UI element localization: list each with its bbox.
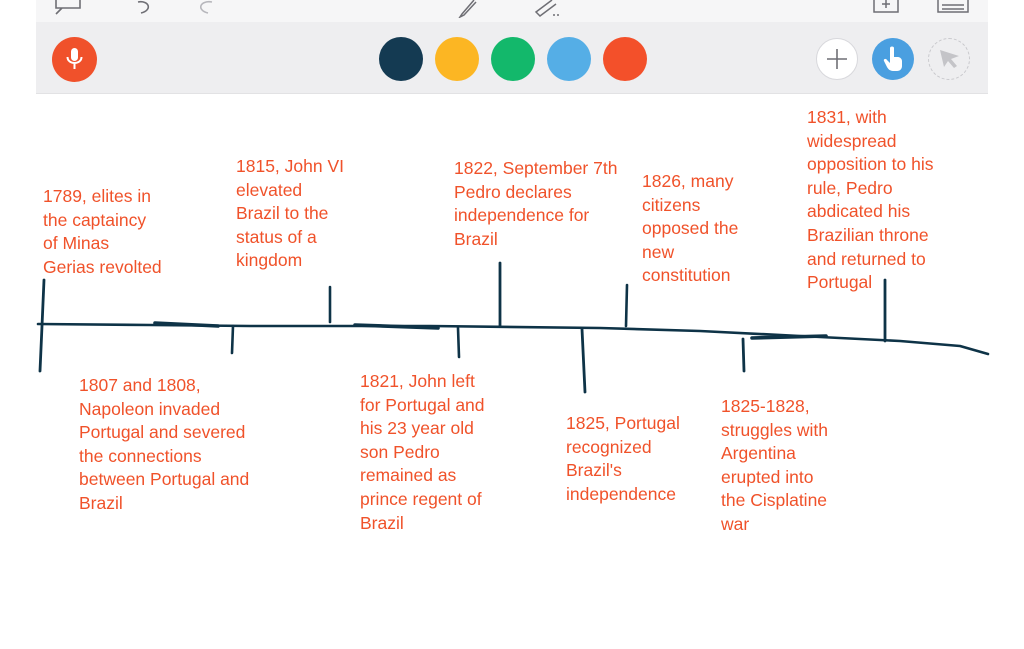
- tick-1826: [624, 283, 629, 328]
- tick-1807: [230, 324, 235, 355]
- back-icon[interactable]: [52, 0, 86, 16]
- add-button[interactable]: [816, 38, 858, 80]
- microphone-button[interactable]: [52, 37, 97, 82]
- tick-1789: [38, 278, 46, 373]
- add-page-icon[interactable]: [868, 0, 902, 16]
- microphone-icon: [66, 48, 83, 69]
- timeline-axis-line: [36, 322, 990, 356]
- redo-icon[interactable]: [192, 0, 218, 16]
- color-swatch-orange[interactable]: [603, 37, 647, 81]
- touch-mode-button[interactable]: [872, 38, 914, 80]
- plus-icon: [827, 49, 847, 69]
- event-1807-1808: 1807 and 1808, Napoleon invaded Portugal…: [79, 375, 250, 513]
- drawing-canvas[interactable]: 1789, elites in the captaincy of Minas G…: [0, 94, 1024, 649]
- laser-pointer-button[interactable]: [928, 38, 970, 80]
- color-swatch-blue[interactable]: [547, 37, 591, 81]
- undo-icon[interactable]: [131, 0, 157, 16]
- laser-pointer-icon: [940, 50, 959, 68]
- drawing-toolbar: [36, 22, 988, 94]
- event-1831: 1831, with widespread opposition to his …: [807, 107, 934, 293]
- event-1789: 1789, elites in the captaincy of Minas G…: [43, 186, 162, 277]
- tick-1825-1828: [741, 337, 746, 373]
- top-toolbar: [36, 0, 988, 22]
- event-1825: 1825, Portugal recognized Brazil's indep…: [566, 413, 680, 504]
- eraser-icon[interactable]: [530, 0, 564, 18]
- timeline-drawing: [36, 261, 990, 394]
- tick-1821: [456, 326, 461, 359]
- event-1815: 1815, John VI elevated Brazil to the sta…: [236, 156, 344, 271]
- event-1825-1828: 1825-1828, struggles with Argentina erup…: [721, 396, 828, 534]
- page-list-icon[interactable]: [936, 0, 970, 16]
- color-swatch-green[interactable]: [491, 37, 535, 81]
- pen-icon[interactable]: [456, 0, 482, 18]
- event-1821: 1821, John left for Portugal and his 23 …: [360, 371, 485, 533]
- event-1822: 1822, September 7th Pedro declares indep…: [454, 158, 618, 249]
- timeline-axis-overstroke: [153, 321, 828, 340]
- color-swatch-yellow[interactable]: [435, 37, 479, 81]
- hand-pointer-icon: [883, 46, 902, 71]
- event-1826: 1826, many citizens opposed the new cons…: [642, 171, 739, 286]
- tick-1825: [580, 327, 587, 394]
- color-swatch-navy[interactable]: [379, 37, 423, 81]
